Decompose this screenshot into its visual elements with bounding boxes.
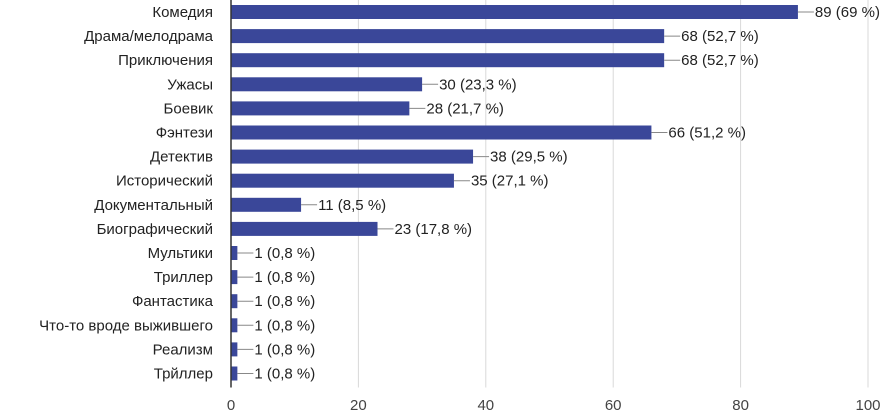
x-tick-label: 40 <box>477 397 494 413</box>
x-tick-label: 100 <box>855 397 880 413</box>
bar <box>231 270 238 285</box>
category-label: Биографический <box>97 221 213 238</box>
bar <box>231 5 798 19</box>
category-label: Триллер <box>154 269 213 286</box>
data-label: 38 (29,5 %) <box>490 149 568 166</box>
data-label: 28 (21,7 %) <box>426 100 504 117</box>
category-label: Документальный <box>94 197 213 214</box>
bar <box>231 246 238 260</box>
category-label: Трйллер <box>154 366 213 383</box>
category-label: Что-то вроде выжившего <box>39 317 213 334</box>
x-tick-label: 20 <box>350 397 367 413</box>
category-label: Мультики <box>148 245 213 262</box>
data-label: 23 (17,8 %) <box>395 221 473 238</box>
data-label: 35 (27,1 %) <box>471 173 549 190</box>
bar <box>231 29 665 44</box>
bar <box>231 173 454 188</box>
data-label: 11 (8,5 %) <box>318 197 386 214</box>
bar <box>231 53 665 68</box>
bars <box>231 5 798 381</box>
bar <box>231 125 652 140</box>
category-label: Фэнтези <box>156 125 213 142</box>
category-label: Приключения <box>118 52 213 69</box>
data-label: 68 (52,7 %) <box>681 52 759 69</box>
data-label: 1 (0,8 %) <box>254 341 315 358</box>
x-tick-label: 80 <box>732 397 749 413</box>
data-label: 66 (51,2 %) <box>668 125 746 142</box>
category-label: Реализм <box>153 341 213 358</box>
data-label: 1 (0,8 %) <box>254 293 315 310</box>
category-label: Комедия <box>152 4 213 21</box>
data-label: 1 (0,8 %) <box>254 245 315 262</box>
data-label: 1 (0,8 %) <box>254 366 315 383</box>
labels: 0 20 40 60 80 100 Комедия 89 (69 %) Драма/мелодр… <box>39 4 880 413</box>
category-label: Исторический <box>116 173 213 190</box>
data-label: 30 (23,3 %) <box>439 76 517 93</box>
x-tick-label: 60 <box>605 397 622 413</box>
bar <box>231 77 423 92</box>
category-label: Детектив <box>150 149 213 166</box>
x-tick-label: 0 <box>227 397 235 413</box>
data-label: 68 (52,7 %) <box>681 28 759 45</box>
category-label: Фантастика <box>132 293 214 310</box>
bar <box>231 366 238 381</box>
data-label: 89 (69 %) <box>815 4 880 21</box>
bar <box>231 342 238 357</box>
data-label: 1 (0,8 %) <box>254 317 315 334</box>
bar <box>231 221 378 236</box>
bar <box>231 318 238 333</box>
bar <box>231 149 474 164</box>
bar <box>231 294 238 309</box>
category-label: Ужасы <box>167 76 213 93</box>
category-label: Боевик <box>164 100 214 117</box>
bar <box>231 197 302 212</box>
data-label: 1 (0,8 %) <box>254 269 315 286</box>
category-label: Драма/мелодрама <box>84 28 214 45</box>
bar <box>231 101 410 116</box>
